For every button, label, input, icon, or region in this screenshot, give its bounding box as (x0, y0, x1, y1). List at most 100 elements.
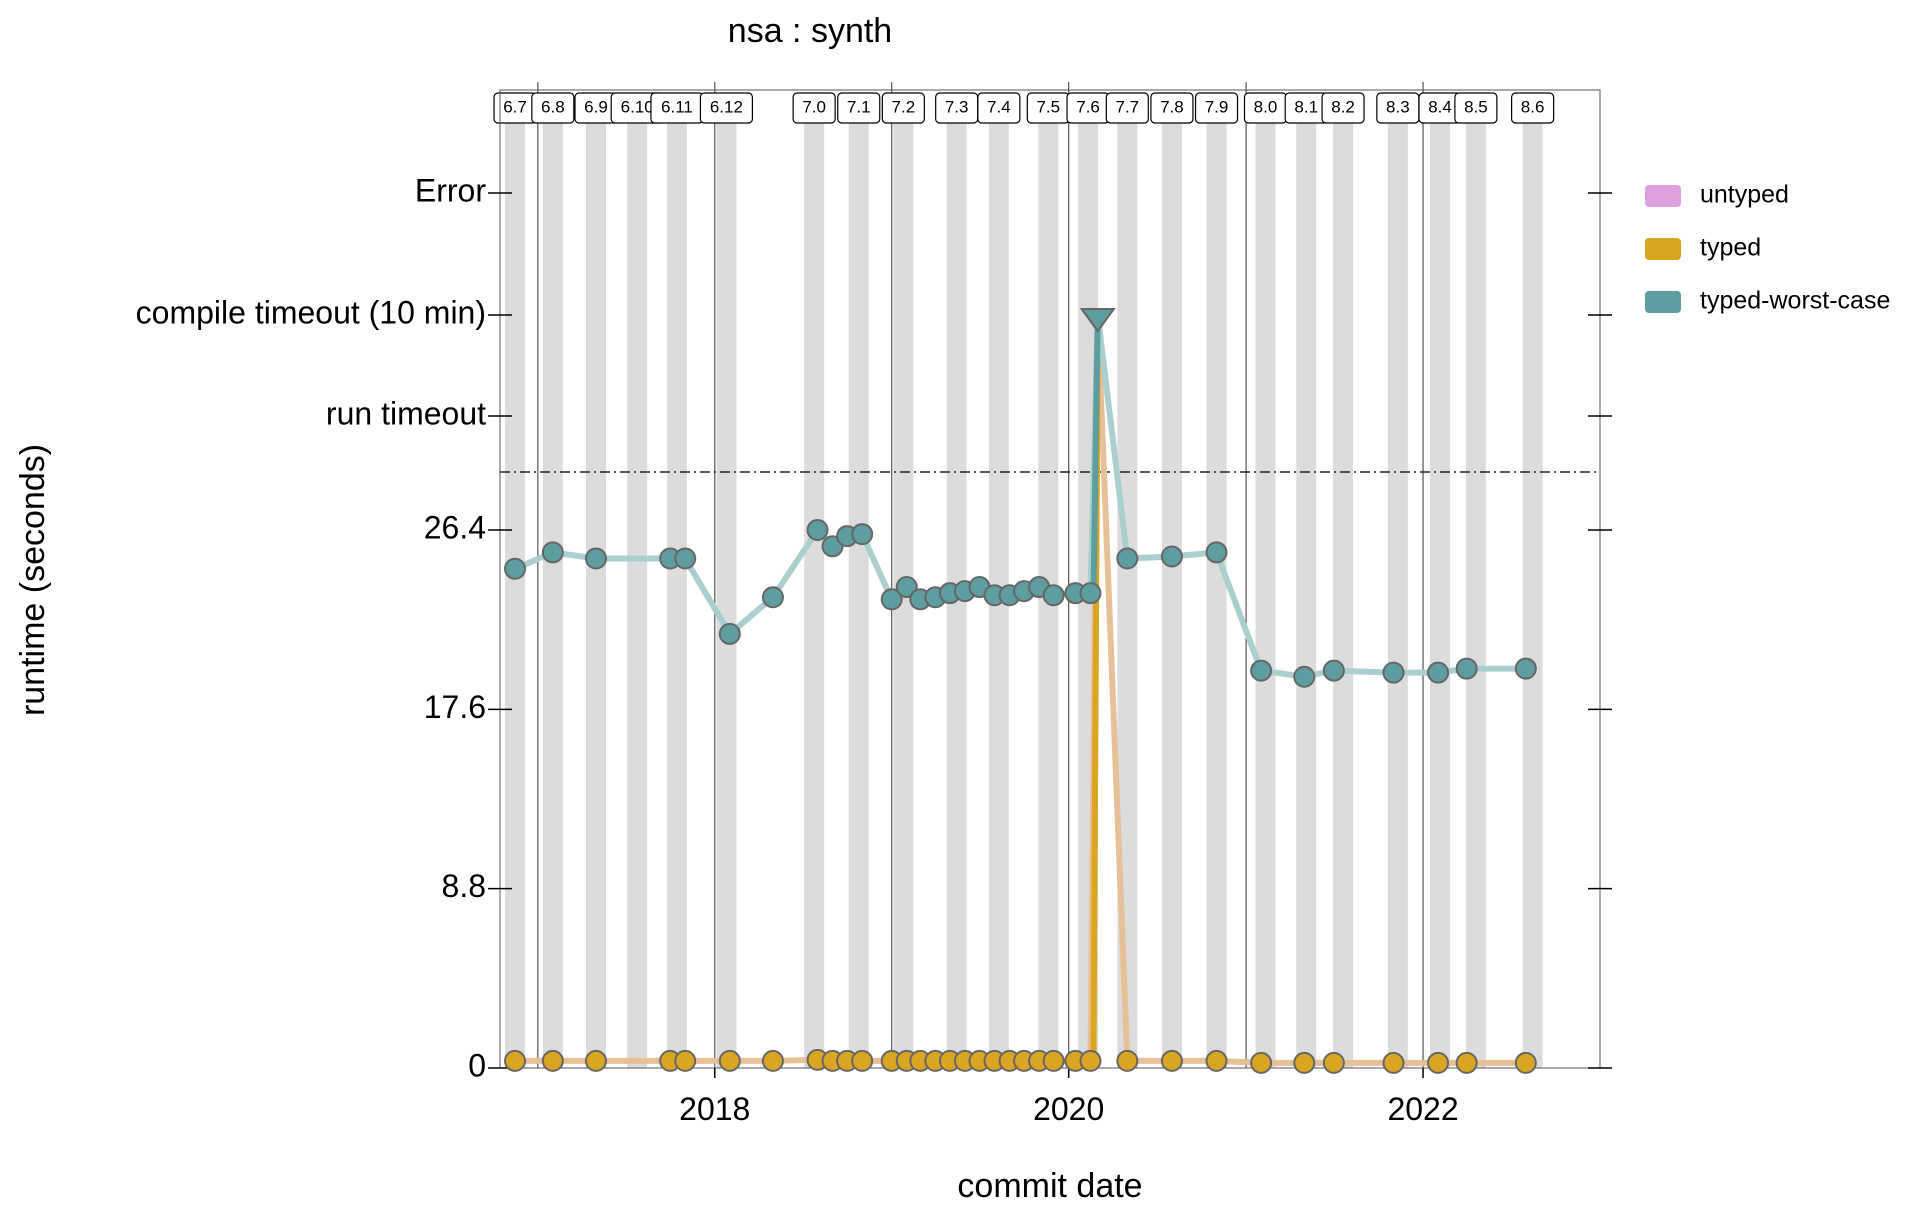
x-axis-title: commit date (957, 1167, 1142, 1205)
version-labels: 6.7 6.8 6.9 6.10 6.11 6.12 7.0 7.1 7.2 7.3 7.4 7.5 7… (493, 92, 1555, 124)
version-label-group: 7.7 (1105, 92, 1149, 124)
version-label-group: 7.3 (935, 92, 979, 124)
version-band (1522, 118, 1543, 1068)
data-point-typed (1382, 1051, 1405, 1074)
version-label: 7.8 (1160, 97, 1184, 116)
version-label-group: 8.3 (1376, 92, 1420, 124)
data-point-typed-worst-case (851, 523, 874, 546)
data-point-typed (1116, 1049, 1139, 1072)
version-label-group: 8.1 (1284, 92, 1328, 124)
version-label: 6.7 (503, 97, 527, 116)
y-tick-label: Error (415, 172, 486, 208)
version-label: 6.8 (541, 97, 565, 116)
version-label-group: 6.11 (650, 92, 704, 124)
x-tick-label: 2020 (1033, 1091, 1104, 1127)
legend-label-untyped: untyped (1700, 181, 1789, 209)
version-label: 8.0 (1254, 97, 1278, 116)
version-band (1296, 118, 1317, 1068)
data-point-typed-worst-case (584, 547, 607, 570)
version-band (542, 118, 563, 1068)
version-band (1206, 118, 1227, 1068)
data-point-typed-worst-case (718, 622, 741, 645)
data-point-typed-worst-case (1205, 541, 1228, 564)
y-tick-label: 17.6 (424, 689, 486, 725)
version-label-group: 7.8 (1150, 92, 1194, 124)
version-label: 8.1 (1294, 97, 1318, 116)
version-band (1387, 118, 1408, 1068)
data-point-typed (1514, 1051, 1537, 1074)
version-label: 7.2 (892, 97, 916, 116)
data-point-typed (584, 1049, 607, 1072)
version-label-box (1321, 92, 1365, 124)
version-label: 7.1 (847, 97, 871, 116)
version-label-group: 8.6 (1511, 92, 1555, 124)
version-label-group: 6.9 (574, 92, 618, 124)
data-point-typed-worst-case (504, 557, 527, 580)
version-band (627, 118, 648, 1068)
version-label-box (977, 92, 1021, 124)
data-point-typed-worst-case (1160, 545, 1183, 568)
version-label: 8.2 (1331, 97, 1355, 116)
legend-swatch-typed (1645, 238, 1681, 260)
legend-swatch-typed-worst-case (1645, 291, 1681, 313)
version-label-group: 7.4 (977, 92, 1021, 124)
version-label-group: 8.5 (1454, 92, 1498, 124)
version-label-group: 7.2 (881, 92, 925, 124)
version-band (1117, 118, 1138, 1068)
version-label: 7.4 (987, 97, 1011, 116)
chart-title: nsa : synth (728, 12, 892, 50)
data-point-typed-worst-case (1250, 659, 1273, 682)
y-tick-label: 8.8 (442, 868, 486, 904)
data-point-typed-worst-case (761, 586, 784, 609)
version-label: 6.12 (710, 97, 743, 116)
version-label: 7.9 (1205, 97, 1229, 116)
data-point-typed-worst-case (1427, 661, 1450, 684)
legend: untyped typed typed-worst-case (1645, 181, 1890, 315)
version-label-group: 6.8 (531, 92, 575, 124)
version-band (848, 118, 869, 1068)
data-point-typed (1160, 1049, 1183, 1072)
version-label: 8.6 (1521, 97, 1545, 116)
data-point-typed (1293, 1051, 1316, 1074)
version-band (716, 118, 737, 1068)
data-point-typed-worst-case (1455, 657, 1478, 680)
data-point-typed-worst-case (1382, 661, 1405, 684)
version-band (1430, 118, 1451, 1068)
version-label-group: 7.1 (837, 92, 881, 124)
data-point-typed (541, 1049, 564, 1072)
version-label: 8.3 (1386, 97, 1410, 116)
data-point-typed-worst-case (1079, 308, 1116, 333)
version-label-box (837, 92, 881, 124)
data-point-typed (718, 1049, 741, 1072)
data-point-typed (1455, 1051, 1478, 1074)
version-label-box (1150, 92, 1194, 124)
version-label: 7.7 (1116, 97, 1140, 116)
data-point-typed-worst-case (895, 576, 918, 599)
x-tick-label: 2022 (1387, 1091, 1458, 1127)
version-label: 6.11 (661, 97, 693, 116)
version-label: 7.0 (802, 97, 826, 116)
data-point-typed-worst-case (880, 588, 903, 611)
data-point-typed (1427, 1051, 1450, 1074)
data-point-typed-worst-case (806, 519, 829, 541)
version-label-group: 7.6 (1066, 92, 1110, 124)
version-label-box (881, 92, 925, 124)
version-band (666, 118, 687, 1068)
data-point-typed-worst-case (541, 541, 564, 564)
x-axis: 2018 2020 2022 (679, 1068, 1459, 1127)
version-label-group: 8.2 (1321, 92, 1365, 124)
version-label-group: 8.4 (1418, 92, 1462, 124)
version-label: 7.6 (1076, 97, 1100, 116)
version-label-box (531, 92, 575, 124)
version-label: 6.9 (584, 97, 608, 116)
version-label-group: 6.12 (699, 92, 753, 124)
legend-swatch-untyped (1645, 185, 1681, 207)
version-label-box (1454, 92, 1498, 124)
version-label-box (1511, 92, 1555, 124)
y-axis: 0 8.8 17.6 26.4 run timeout compile timeout (… (136, 172, 1612, 1083)
data-point-typed (851, 1049, 874, 1072)
version-label: 8.4 (1428, 97, 1452, 116)
data-point-typed (504, 1049, 527, 1072)
version-label-box (1105, 92, 1149, 124)
